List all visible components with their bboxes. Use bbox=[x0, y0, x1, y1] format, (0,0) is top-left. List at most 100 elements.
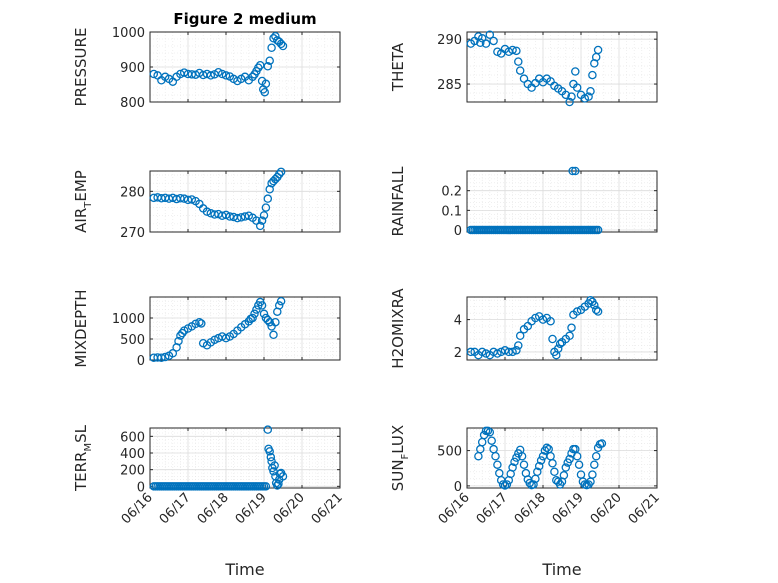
data-point bbox=[565, 331, 574, 341]
data-point bbox=[248, 313, 257, 323]
y-tick-label: 0 bbox=[454, 224, 462, 239]
data-point bbox=[574, 460, 584, 469]
data-point bbox=[255, 221, 265, 231]
x-axis-label: Time bbox=[224, 560, 264, 579]
data-point bbox=[512, 46, 521, 56]
data-point bbox=[278, 41, 288, 51]
data-point bbox=[593, 307, 603, 316]
data-point bbox=[542, 443, 552, 453]
data-point bbox=[561, 463, 571, 472]
data-point bbox=[565, 97, 574, 107]
data-point bbox=[248, 72, 257, 82]
data-point bbox=[538, 315, 548, 324]
y-tick-label: 400 bbox=[120, 447, 145, 462]
data-point bbox=[149, 69, 159, 79]
data-point bbox=[263, 194, 273, 203]
data-point bbox=[271, 317, 280, 327]
y-tick-label: 2 bbox=[454, 346, 462, 361]
data-point bbox=[261, 79, 271, 89]
data-point bbox=[261, 482, 271, 491]
data-point bbox=[559, 471, 569, 480]
data-point bbox=[536, 456, 546, 465]
data-point bbox=[276, 167, 286, 177]
data-point bbox=[210, 335, 219, 345]
data-point bbox=[261, 203, 271, 212]
data-point bbox=[466, 347, 476, 357]
data-point bbox=[493, 460, 502, 469]
axes-background bbox=[150, 428, 340, 488]
data-point bbox=[548, 334, 557, 344]
y-tick-label: 600 bbox=[120, 430, 145, 445]
data-point bbox=[533, 467, 542, 477]
series-markers bbox=[149, 31, 288, 97]
data-point bbox=[178, 328, 187, 338]
subplot-6: 2 4 H2OMIXRA bbox=[389, 288, 658, 369]
data-point bbox=[276, 296, 286, 306]
data-point bbox=[531, 313, 540, 323]
y-axis-label: MIXDEPTH bbox=[72, 289, 90, 367]
data-point bbox=[508, 45, 517, 55]
data-point bbox=[217, 69, 227, 79]
y-tick-label: 0.2 bbox=[441, 185, 462, 200]
data-point bbox=[561, 90, 571, 100]
axes-frame bbox=[466, 31, 658, 103]
data-point bbox=[586, 86, 595, 96]
data-point bbox=[195, 317, 204, 327]
data-point bbox=[500, 346, 510, 355]
y-tick-label: 280 bbox=[120, 185, 145, 200]
data-point bbox=[572, 83, 582, 92]
data-point bbox=[567, 92, 576, 101]
data-point bbox=[483, 426, 493, 436]
data-point bbox=[265, 317, 274, 327]
y-tick-label: 0 bbox=[454, 480, 462, 495]
data-point bbox=[221, 71, 231, 80]
y-tick-label: 1000 bbox=[112, 26, 145, 41]
data-point bbox=[489, 36, 498, 46]
data-point bbox=[591, 305, 601, 315]
data-point bbox=[270, 461, 279, 470]
data-point bbox=[481, 349, 491, 358]
data-point bbox=[534, 461, 544, 471]
y-tick-label: 500 bbox=[437, 445, 462, 460]
series-markers bbox=[149, 167, 286, 231]
data-point bbox=[265, 56, 274, 65]
data-point bbox=[588, 70, 597, 80]
y-tick-label: 200 bbox=[120, 464, 145, 479]
data-point bbox=[550, 467, 559, 477]
data-point bbox=[597, 439, 607, 448]
data-point bbox=[157, 353, 166, 362]
data-point bbox=[273, 481, 282, 490]
subplot-3: 270 280 AIRTEMP bbox=[72, 167, 341, 241]
subplot-4: 0 0.1 0.2 RAINFALL bbox=[389, 166, 658, 239]
data-point bbox=[191, 319, 200, 329]
axes-frame bbox=[149, 170, 341, 233]
data-point bbox=[259, 309, 269, 319]
data-point bbox=[591, 451, 601, 461]
series-markers bbox=[466, 295, 603, 360]
data-point bbox=[197, 319, 206, 328]
data-point bbox=[584, 92, 593, 101]
y-axis-label: SUNFLUX bbox=[389, 425, 411, 491]
y-tick-label: 285 bbox=[437, 78, 462, 93]
subplot-2: 285 290 THETA bbox=[389, 30, 658, 107]
data-point bbox=[168, 349, 178, 358]
data-point bbox=[252, 305, 261, 314]
data-point bbox=[514, 341, 523, 350]
data-point bbox=[477, 347, 487, 357]
data-point bbox=[267, 43, 276, 53]
y-axis-label: H2OMIXRA bbox=[389, 288, 407, 369]
data-point bbox=[515, 66, 525, 75]
data-point bbox=[593, 225, 603, 235]
y-axis-label: AIRTEMP bbox=[72, 170, 94, 233]
series-markers bbox=[466, 166, 603, 235]
data-point bbox=[481, 39, 491, 48]
y-tick-label: 800 bbox=[120, 96, 145, 111]
data-point bbox=[202, 207, 212, 216]
data-point bbox=[259, 211, 269, 220]
y-tick-label: 500 bbox=[120, 333, 145, 348]
data-point bbox=[485, 30, 495, 39]
data-point bbox=[546, 316, 555, 326]
series-markers bbox=[466, 30, 603, 107]
